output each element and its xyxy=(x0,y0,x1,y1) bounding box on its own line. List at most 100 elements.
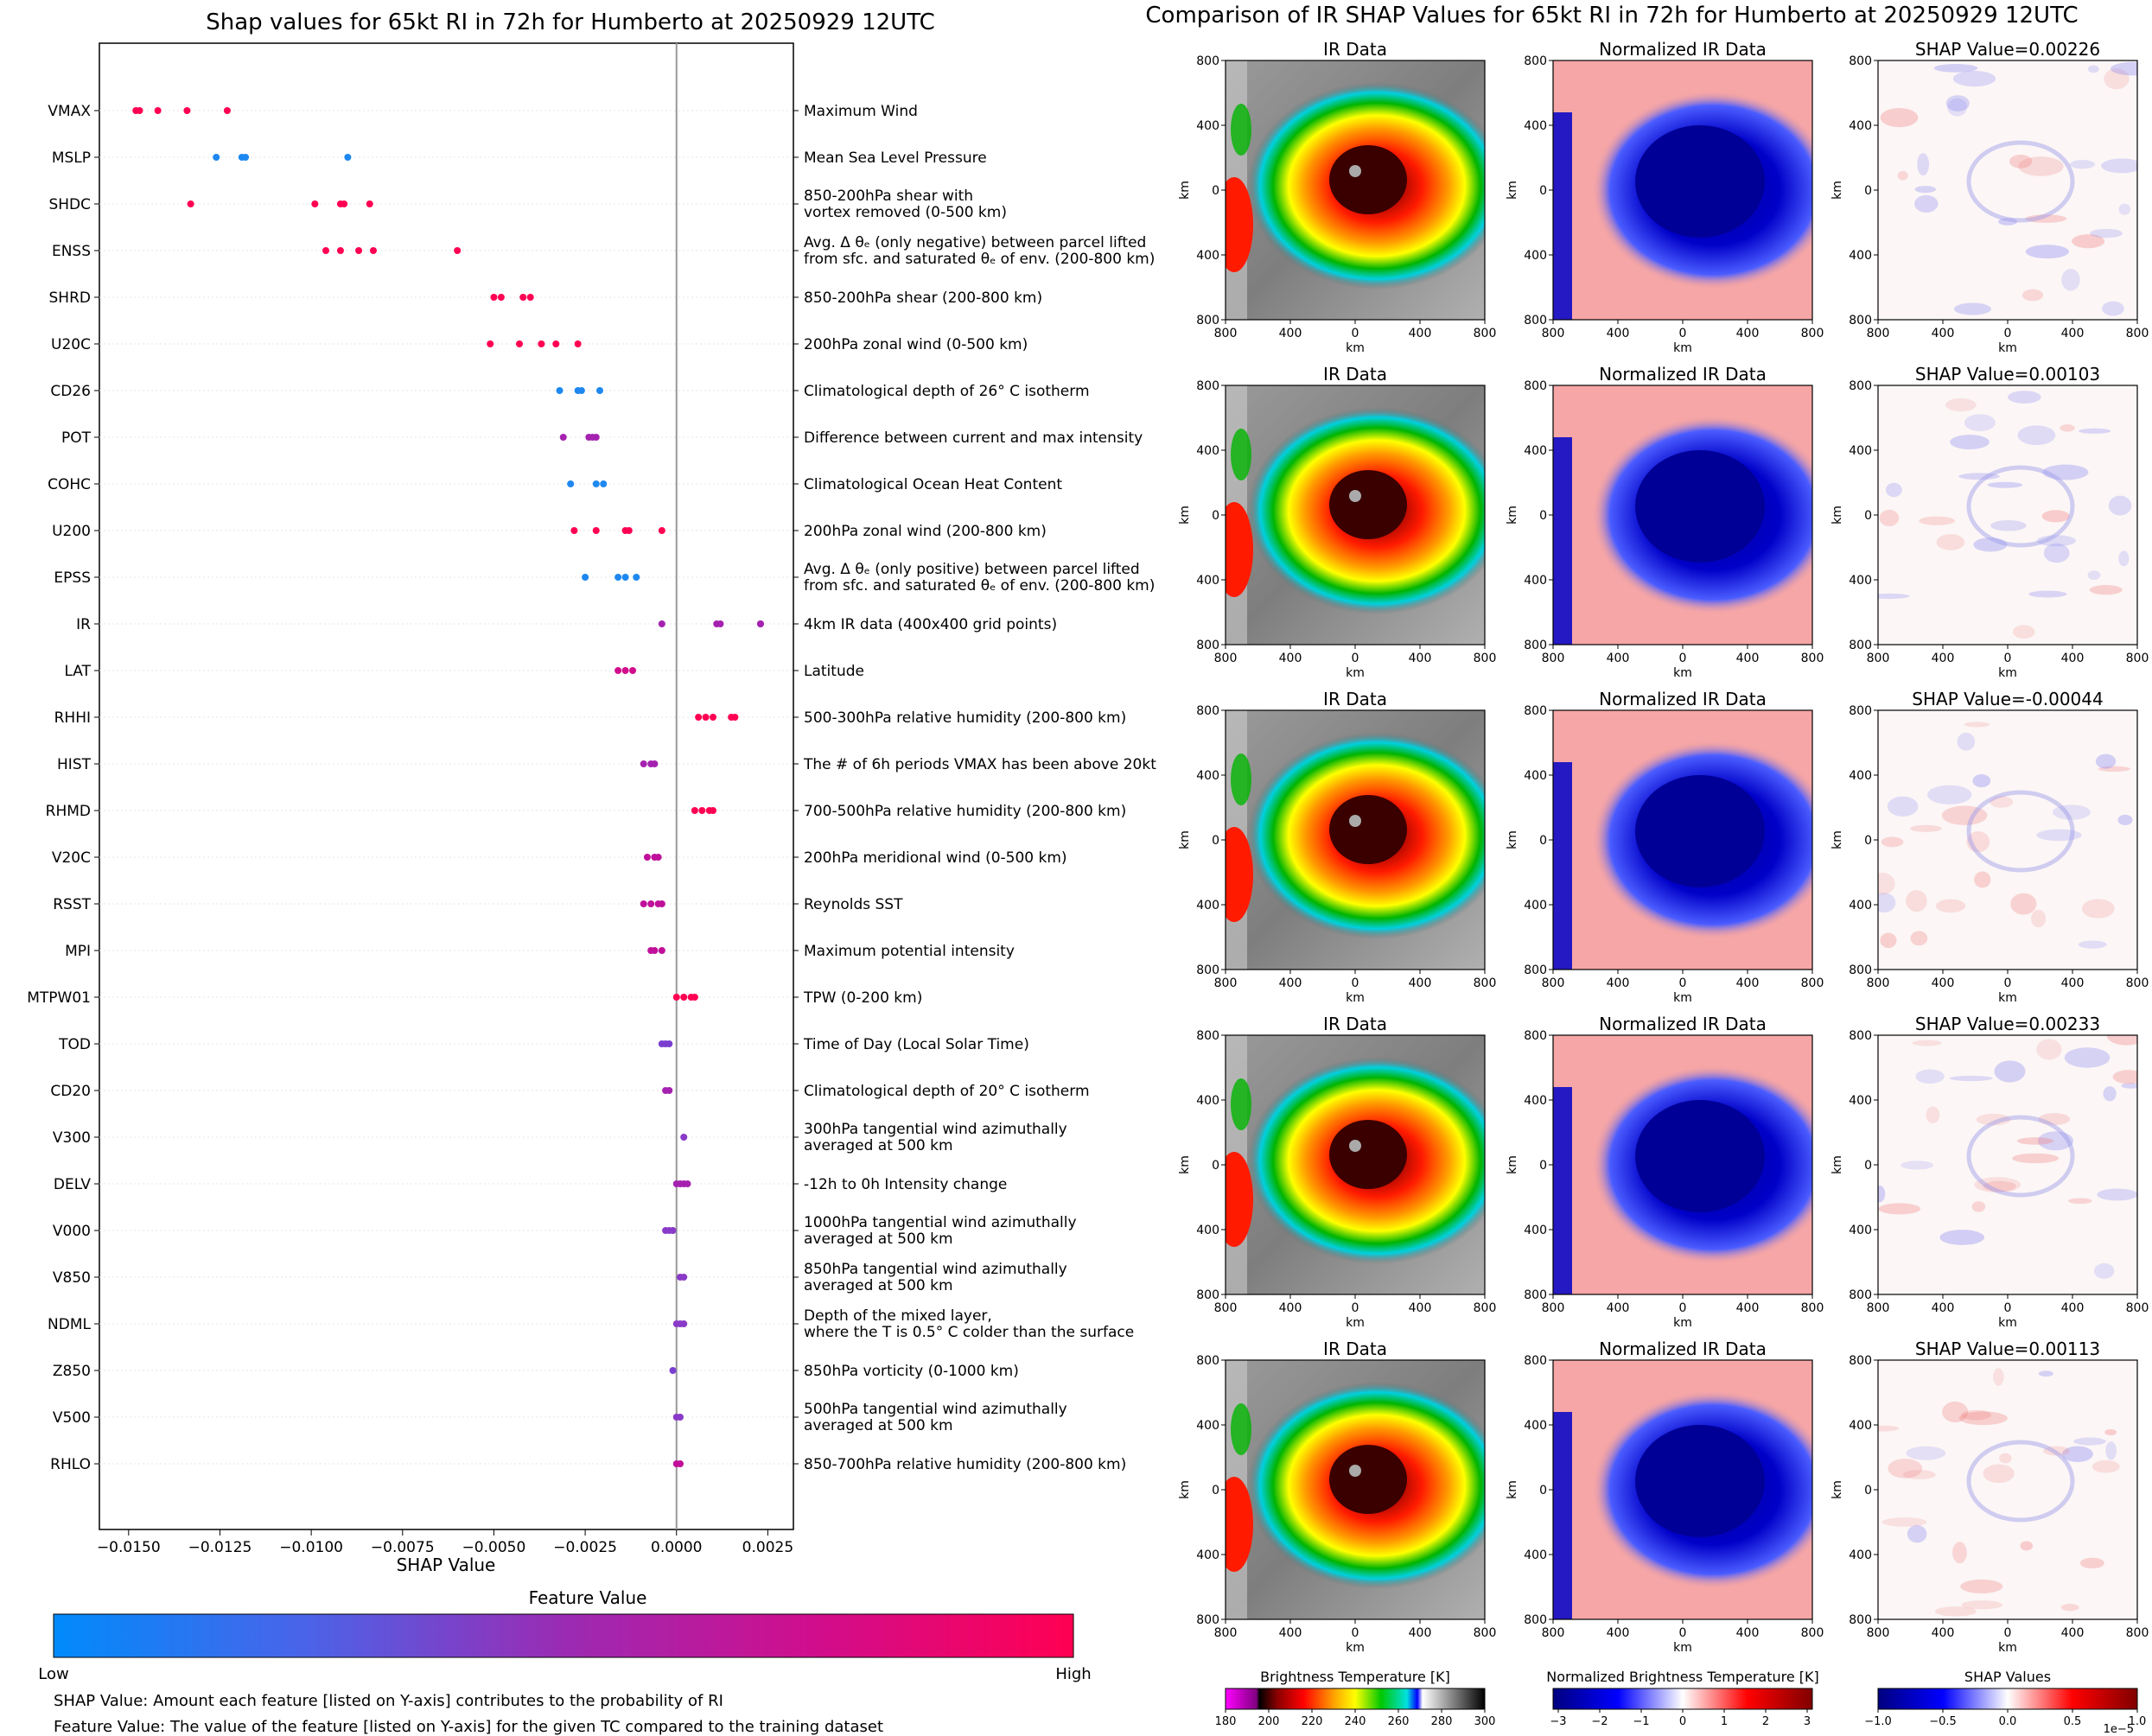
y-tick-label: 800 xyxy=(1196,314,1219,327)
shap-patch xyxy=(2060,424,2075,432)
y-tick-label: 400 xyxy=(1849,1224,1872,1237)
storm-core xyxy=(1329,1120,1407,1189)
y-axis-label: km xyxy=(1830,1155,1844,1174)
colorbar-tick-label: 280 xyxy=(1431,1715,1453,1728)
ir-comparison-grid: Comparison of IR SHAP Values for 65kt RI… xyxy=(1145,3,2149,1736)
shap-patch xyxy=(2009,154,2033,169)
y-tick-label: 800 xyxy=(1524,314,1547,327)
y-tick-label: 800 xyxy=(1849,1288,1872,1302)
shap-dot xyxy=(654,854,662,861)
storm-eye xyxy=(1349,1465,1361,1477)
colorbar-tick-label: 200 xyxy=(1258,1715,1280,1728)
shap-dot xyxy=(592,527,600,534)
shap-dot xyxy=(183,107,191,114)
y-tick-label: 800 xyxy=(1524,639,1547,652)
convection-blob xyxy=(1226,1477,1253,1572)
normalized-ir-panel: Normalized IR Data8008004004000040040080… xyxy=(1506,39,1824,355)
feature-description: averaged at 500 km xyxy=(804,1230,953,1248)
feature-description: averaged at 500 km xyxy=(804,1277,953,1294)
feature-code: EPSS xyxy=(54,569,91,587)
feature-code: RHHI xyxy=(54,709,91,727)
shap-patch xyxy=(2016,1137,2054,1145)
feature-description: vortex removed (0-500 km) xyxy=(804,204,1007,221)
storm-eye xyxy=(1349,490,1361,502)
shap-dot xyxy=(487,340,494,347)
x-tick-label: 800 xyxy=(1867,976,1890,990)
x-tick-label: 400 xyxy=(1736,976,1760,990)
x-tick-label: 0 xyxy=(1679,1626,1687,1640)
y-tick-label: 0 xyxy=(1212,184,1219,198)
x-tick-label: 400 xyxy=(1736,652,1760,665)
y-tick-label: 400 xyxy=(1849,574,1872,588)
x-tick-label: 400 xyxy=(1932,1301,1955,1315)
feature-code: V20C xyxy=(52,849,91,867)
shap-patch xyxy=(2042,1446,2070,1456)
y-tick-label: 400 xyxy=(1524,1419,1547,1433)
shap-ring xyxy=(1966,1440,2075,1523)
shap-dot xyxy=(336,247,344,254)
shap-patch xyxy=(2069,160,2096,169)
x-tick-label: 800 xyxy=(1801,652,1824,665)
shap-patch xyxy=(2089,585,2123,595)
shap-background xyxy=(1878,710,2137,970)
shap-patch xyxy=(1947,98,1968,117)
shap-dot xyxy=(651,947,659,954)
feature-description: 200hPa zonal wind (200-800 km) xyxy=(804,523,1047,540)
feature-description: from sfc. and saturated θₑ of env. (200-… xyxy=(804,577,1155,595)
colorbar-tick-label: −0.5 xyxy=(1929,1715,1957,1728)
y-tick-label: 800 xyxy=(1524,1288,1547,1302)
y-tick-label: 400 xyxy=(1849,444,1872,458)
feature-description: Maximum potential intensity xyxy=(804,943,1015,960)
shap-background xyxy=(1878,60,2137,320)
x-tick-label: 400 xyxy=(1279,976,1302,990)
convection-blob xyxy=(1226,1152,1253,1247)
shap-patch xyxy=(1972,773,1991,788)
y-tick-label: 400 xyxy=(1849,249,1872,263)
x-tick-label: 800 xyxy=(2126,652,2149,665)
y-tick-label: 0 xyxy=(1864,1484,1872,1498)
right-colorbars: Brightness Temperature [K] 180 200 220 240 26… xyxy=(1215,1669,2147,1736)
shap-patch xyxy=(2022,289,2044,302)
x-tick-label: 0 xyxy=(1679,1301,1687,1315)
x-tick-label: 0 xyxy=(1679,976,1687,990)
y-tick-label: 800 xyxy=(1849,1029,1872,1043)
storm-normalized-core xyxy=(1635,1100,1765,1212)
colorbar-title: Brightness Temperature [K] xyxy=(1260,1669,1450,1685)
shap-background xyxy=(1878,1360,2137,1619)
panel-title: SHAP Value=-0.00044 xyxy=(1912,689,2103,709)
feature-description: TPW (0-200 km) xyxy=(803,989,922,1007)
x-tick-label: 800 xyxy=(1214,976,1238,990)
colorbar-high-label: High xyxy=(1055,1665,1091,1683)
x-tick-label: −0.0150 xyxy=(97,1539,161,1556)
shap-dot xyxy=(629,667,637,674)
shap-patch xyxy=(1939,1230,1985,1245)
y-tick-label: 800 xyxy=(1196,1288,1219,1302)
shap-dot xyxy=(702,714,710,721)
feature-description: 200hPa meridional wind (0-500 km) xyxy=(804,849,1067,867)
x-tick-label: 800 xyxy=(1474,976,1497,990)
feature-code: ENSS xyxy=(52,243,91,260)
shap-dot xyxy=(665,1087,673,1094)
feature-description: averaged at 500 km xyxy=(804,1417,953,1434)
shap-patch xyxy=(1941,805,1988,825)
shap-dots xyxy=(132,107,764,1467)
shap-patch xyxy=(2025,245,2069,259)
y-tick-label: 400 xyxy=(1524,1548,1547,1562)
shap-background xyxy=(1878,1035,2137,1294)
shap-dot xyxy=(680,1320,688,1327)
x-tick-label: 800 xyxy=(1214,1301,1238,1315)
feature-code: NDML xyxy=(48,1316,91,1333)
x-tick-label: 800 xyxy=(1542,327,1565,340)
y-tick-label: 400 xyxy=(1196,444,1219,458)
feature-description: where the T is 0.5° C colder than the su… xyxy=(804,1324,1134,1341)
shap-ring xyxy=(1966,140,2075,223)
shap-map-panel: SHAP Value=0.001038008004004000040040080… xyxy=(1830,364,2149,680)
feature-description: 850hPa tangential wind azimuthally xyxy=(804,1261,1067,1278)
shap-patch xyxy=(2104,68,2130,90)
y-tick-label: 800 xyxy=(1524,1029,1547,1043)
x-tick-label: 800 xyxy=(1542,652,1565,665)
shap-dot xyxy=(665,1040,673,1047)
shap-dot xyxy=(710,807,717,814)
shap-dot xyxy=(559,434,567,441)
shap-patch xyxy=(1961,1409,1992,1421)
